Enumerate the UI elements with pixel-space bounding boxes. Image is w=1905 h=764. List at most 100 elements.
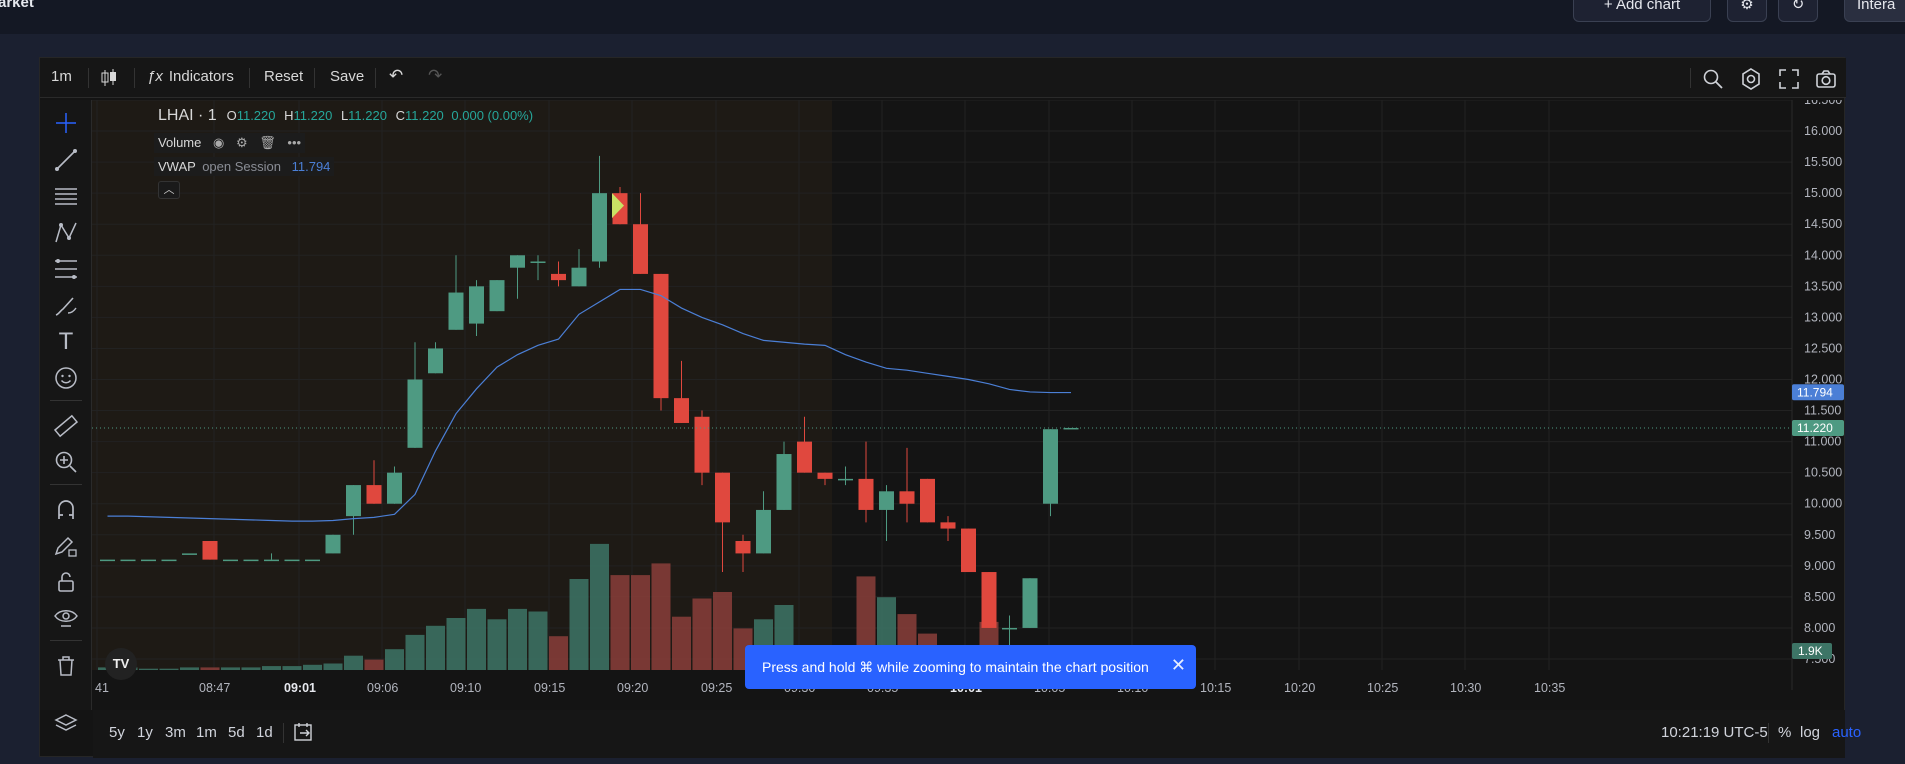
- delete-drawings-tool[interactable]: [53, 653, 79, 679]
- eye-icon: [54, 610, 78, 627]
- chevron-up-icon: ︿: [163, 184, 175, 196]
- brush-tool[interactable]: [53, 293, 79, 319]
- camera-icon: [1816, 70, 1836, 88]
- go-to-date-button[interactable]: [293, 722, 315, 746]
- time-tick-label: 08:47: [199, 681, 230, 695]
- vwap-price-badge-bg: [1792, 384, 1844, 401]
- hide-drawings-tool[interactable]: [53, 604, 79, 630]
- bottom-divider: [283, 723, 284, 743]
- trash-icon[interactable]: 🗑: [259, 135, 276, 150]
- text-tool[interactable]: T: [53, 329, 79, 355]
- tradingview-logo[interactable]: TV: [105, 648, 137, 680]
- brush-icon: [55, 297, 77, 316]
- fullscreen-button[interactable]: [1778, 68, 1800, 94]
- undo-icon: ↶: [389, 66, 404, 85]
- candles-icon: [101, 69, 116, 86]
- clock[interactable]: 10:21:19 UTC-5: [1661, 724, 1768, 741]
- search-zoom-button[interactable]: [1702, 68, 1724, 94]
- trash-icon: [58, 656, 74, 676]
- range-5d[interactable]: 5d: [228, 724, 245, 741]
- price-chart[interactable]: 16.500 16.000 15.500 15.000 14.500 14.000 13.5…: [92, 100, 1844, 700]
- price-tick-label: 9.500: [1804, 528, 1835, 542]
- pattern-tool[interactable]: [53, 220, 79, 246]
- toast-message: Press and hold ⌘ while zooming to mainta…: [762, 658, 1149, 675]
- range-5y[interactable]: 5y: [109, 724, 125, 741]
- object-tree-button[interactable]: [53, 711, 79, 737]
- candles-style-button[interactable]: [100, 68, 118, 92]
- range-1y[interactable]: 1y: [137, 724, 153, 741]
- log-toggle[interactable]: log: [1800, 724, 1821, 741]
- time-tick-label: 09:15: [534, 681, 565, 695]
- emoji-tool[interactable]: [53, 365, 79, 391]
- unlock-icon: [58, 572, 74, 592]
- toolbar-divider: [134, 68, 135, 88]
- range-3m[interactable]: 3m: [165, 724, 186, 741]
- lock-all-tool[interactable]: [53, 569, 79, 595]
- candle-body: [940, 522, 956, 529]
- text-icon: T: [58, 328, 74, 355]
- interactive-button[interactable]: Intera: [1844, 0, 1905, 22]
- candle-body: [797, 441, 812, 473]
- reset-button[interactable]: Reset: [264, 68, 304, 85]
- candle-body: [530, 261, 546, 263]
- vwap-legend[interactable]: VWAP open Session 11.794: [154, 157, 335, 176]
- last-price-badge-bg: [1792, 419, 1844, 436]
- zoom-in-tool[interactable]: [53, 449, 79, 475]
- parallel-lines-icon: [55, 188, 77, 205]
- volume-bar: [426, 625, 445, 670]
- volume-bar: [713, 592, 732, 670]
- horizontal-lines-tool[interactable]: [53, 183, 79, 209]
- time-tick-label: 10:30: [1450, 681, 1481, 695]
- candle-body: [469, 286, 484, 324]
- interval-selector[interactable]: 1m: [51, 68, 72, 85]
- settings-button[interactable]: ⚙: [1727, 0, 1767, 22]
- add-chart-button[interactable]: + Add chart: [1573, 0, 1711, 22]
- candle-body: [1022, 578, 1038, 628]
- lock-drawing-tool[interactable]: [53, 533, 79, 559]
- chart-settings-button[interactable]: [1740, 68, 1762, 94]
- eye-icon[interactable]: ◉: [213, 135, 225, 150]
- chart-canvas[interactable]: 16.500 16.000 15.500 15.000 14.500 14.000 13.5…: [92, 100, 1845, 710]
- zoom-search-icon: [1703, 69, 1723, 89]
- candle-body: [981, 572, 997, 628]
- range-1d[interactable]: 1d: [256, 724, 273, 741]
- fib-tool[interactable]: [53, 256, 79, 282]
- redo-button[interactable]: ↷: [428, 66, 442, 86]
- crosshair-tool[interactable]: [53, 110, 79, 136]
- volume-legend[interactable]: Volume ◉ ⚙ 🗑 •••: [154, 133, 306, 153]
- candle-body: [346, 485, 361, 517]
- magnet-tool[interactable]: [53, 497, 79, 523]
- volume-badge-bg: [1792, 643, 1832, 659]
- percent-toggle[interactable]: %: [1778, 724, 1792, 741]
- range-1m[interactable]: 1m: [196, 724, 217, 741]
- auto-toggle[interactable]: auto: [1832, 724, 1862, 741]
- price-tick-label: 13.000: [1804, 310, 1842, 324]
- refresh-button[interactable]: ↻: [1778, 0, 1818, 22]
- collapse-legend-button[interactable]: ︿: [158, 181, 180, 199]
- low-value: 11.220: [348, 108, 387, 123]
- more-icon[interactable]: •••: [287, 135, 302, 150]
- candle-body: [735, 540, 751, 554]
- volume-bar: [446, 618, 466, 670]
- open-value: 11.220: [236, 108, 276, 123]
- undo-button[interactable]: ↶: [389, 66, 403, 86]
- save-button[interactable]: Save: [330, 68, 365, 85]
- candle-body: [817, 472, 833, 479]
- candle-body: [243, 559, 259, 562]
- time-tick-label: 41: [95, 681, 109, 695]
- candle-body: [182, 553, 197, 555]
- price-tick-label: 14.000: [1804, 248, 1842, 262]
- zoom-hint-toast: Press and hold ⌘ while zooming to mainta…: [745, 645, 1196, 689]
- ruler-tool[interactable]: [53, 413, 79, 439]
- high-value: 11.220: [293, 108, 333, 123]
- indicators-button[interactable]: ƒx Indicators: [147, 68, 234, 85]
- price-tick-label: 11.500: [1804, 404, 1841, 418]
- volume-bar: [672, 616, 691, 670]
- trend-line-tool[interactable]: [53, 147, 79, 173]
- candle-body: [715, 472, 730, 523]
- gear-icon[interactable]: ⚙: [235, 135, 248, 150]
- screenshot-button[interactable]: [1815, 68, 1837, 94]
- price-tick-label: 13.500: [1804, 279, 1842, 293]
- volume-bar: [528, 611, 548, 670]
- close-icon[interactable]: ✕: [1170, 655, 1186, 675]
